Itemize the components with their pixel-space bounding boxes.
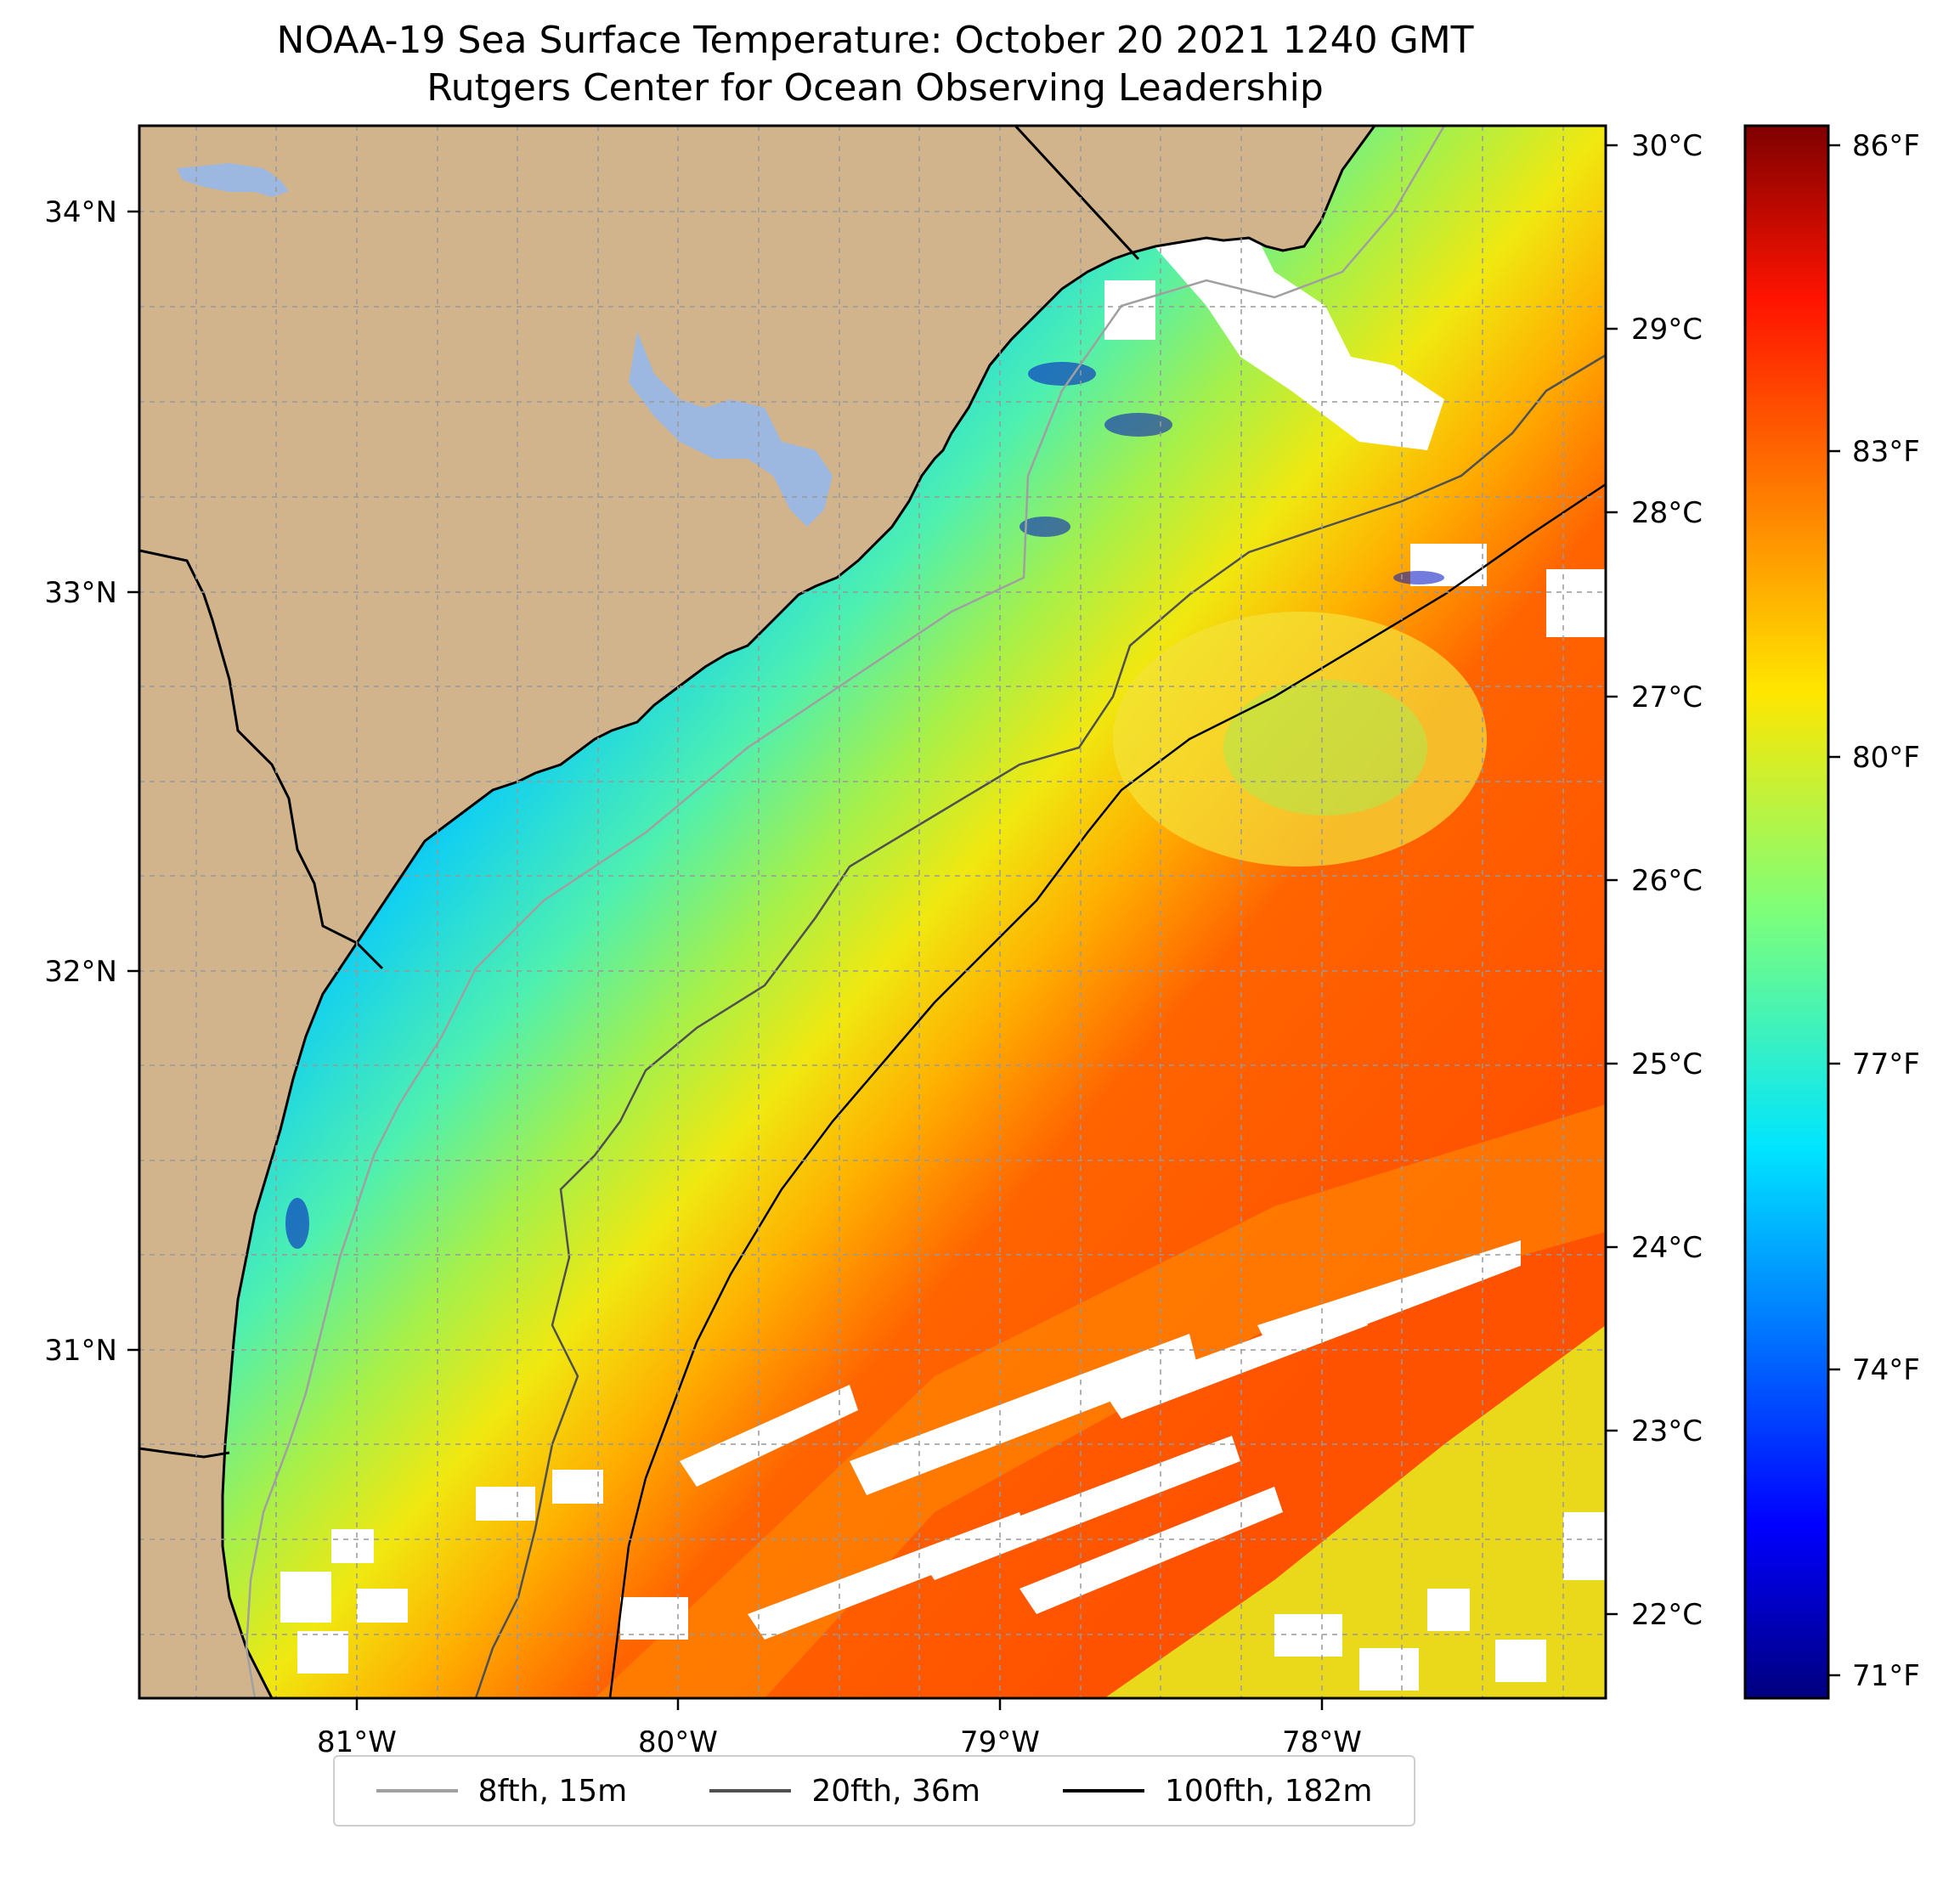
lake-north <box>177 163 289 197</box>
map-frame <box>138 124 1607 1700</box>
lon-tick-label: 78°W <box>1282 1725 1362 1759</box>
lat-tick-label: 32°N <box>44 955 117 989</box>
eddy-core <box>1223 680 1427 816</box>
fahrenheit-tick-label: 71°F <box>1852 1659 1920 1693</box>
celsius-tick-label: 22°C <box>1631 1598 1703 1632</box>
map-subtitle: Rutgers Center for Ocean Observing Leade… <box>426 66 1324 110</box>
legend-swatch <box>1063 1789 1145 1792</box>
map-area <box>139 126 1606 1698</box>
fahrenheit-tick-label: 80°F <box>1852 741 1920 775</box>
lat-tick-label: 31°N <box>44 1334 117 1368</box>
lake-moultrie <box>629 331 833 527</box>
lat-tick-label: 33°N <box>44 576 117 610</box>
axis-ticks <box>127 144 1618 1710</box>
state-boundary-ga-fl <box>139 1447 230 1459</box>
contour-8fth <box>245 126 1446 1698</box>
lon-tick-label: 80°W <box>638 1725 718 1759</box>
legend-item-8fth: 8fth, 15m <box>376 1773 628 1809</box>
contour-legend: 8fth, 15m 20fth, 36m 100fth, 182m <box>333 1755 1415 1826</box>
gridlines <box>139 126 1606 1698</box>
legend-swatch <box>376 1789 458 1792</box>
colorbar-ticks <box>1828 144 1840 1677</box>
lon-tick-label: 79°W <box>960 1725 1040 1759</box>
legend-swatch <box>709 1789 792 1792</box>
lon-tick-label: 81°W <box>317 1725 397 1759</box>
celsius-tick-label: 28°C <box>1631 496 1703 530</box>
cloud-mask <box>280 238 1606 1691</box>
celsius-tick-label: 23°C <box>1631 1414 1703 1448</box>
state-boundary-nc-sc <box>1014 126 1140 261</box>
lat-tick-label: 34°N <box>44 195 117 229</box>
fahrenheit-tick-label: 77°F <box>1852 1047 1920 1081</box>
celsius-tick-label: 30°C <box>1631 129 1703 163</box>
cold-patches <box>285 362 1444 1249</box>
land-mass <box>139 126 1376 1698</box>
legend-item-20fth: 20fth, 36m <box>709 1774 980 1809</box>
legend-label: 100fth, 182m <box>1165 1773 1373 1809</box>
state-boundary-sc-ga <box>139 549 384 970</box>
legend-item-100fth: 100fth, 182m <box>1063 1774 1372 1809</box>
legend-label: 20fth, 36m <box>811 1773 980 1809</box>
legend-label: 8fth, 15m <box>477 1773 628 1809</box>
celsius-tick-label: 27°C <box>1631 680 1703 714</box>
colorbar <box>1743 124 1830 1700</box>
contour-20fth <box>474 353 1606 1698</box>
fahrenheit-tick-label: 86°F <box>1852 129 1920 163</box>
fahrenheit-tick-label: 74°F <box>1852 1353 1920 1387</box>
map-title: NOAA-19 Sea Surface Temperature: October… <box>276 19 1474 62</box>
celsius-tick-label: 29°C <box>1631 313 1703 347</box>
southern-sst-band <box>1104 1189 1606 1698</box>
contour-100fth <box>608 483 1606 1698</box>
fahrenheit-tick-label: 83°F <box>1852 435 1920 469</box>
celsius-tick-label: 26°C <box>1631 864 1703 898</box>
celsius-tick-label: 25°C <box>1631 1047 1703 1081</box>
celsius-tick-label: 24°C <box>1631 1231 1703 1265</box>
